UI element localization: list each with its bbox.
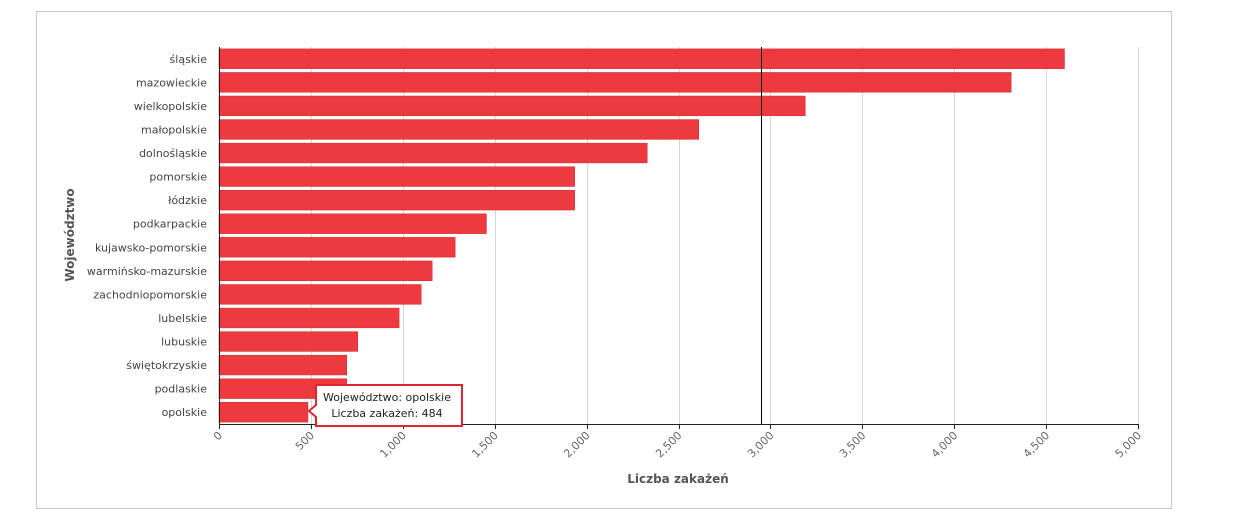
- bar-9[interactable]: [218, 260, 433, 281]
- bar-8[interactable]: [218, 237, 456, 258]
- bar-11[interactable]: [218, 307, 400, 329]
- x-tick-label: 3,000: [745, 429, 776, 460]
- category-label: mazowieckie: [136, 76, 207, 89]
- category-labels: śląskie mazowieckie wielkopolskie małopolsk…: [87, 53, 207, 419]
- category-label: lubelskie: [158, 312, 207, 325]
- x-tick-label: 1,000: [377, 429, 408, 460]
- bar-13[interactable]: [218, 354, 347, 376]
- category-label: podkarpackie: [133, 218, 207, 231]
- tooltip-box: [307, 384, 463, 427]
- x-tick-label: 3,500: [837, 429, 868, 460]
- category-label: łódzkie: [168, 194, 207, 207]
- bar-5[interactable]: [218, 166, 575, 187]
- chart-frame: [36, 11, 1172, 509]
- x-tick-label: 0: [211, 429, 225, 443]
- tooltip-line-1: Województwo: opolskie: [323, 391, 451, 404]
- bar-7[interactable]: [218, 213, 487, 234]
- x-tick-label: 4,000: [929, 429, 960, 460]
- category-label: kujawsko-pomorskie: [95, 241, 207, 254]
- bar-15[interactable]: [218, 402, 309, 423]
- category-label: dolnośląskie: [139, 147, 207, 160]
- x-tick-label: 4,500: [1021, 429, 1052, 460]
- category-label: śląskie: [170, 53, 208, 66]
- x-tick-label: 2,500: [653, 429, 684, 460]
- tooltip-line-2: Liczba zakażeń: 484: [331, 407, 442, 420]
- x-tick-label: 500: [293, 429, 317, 453]
- bar-0[interactable]: [218, 48, 1065, 69]
- bar-4[interactable]: [218, 142, 648, 164]
- bar-3[interactable]: [218, 119, 699, 140]
- bar-10[interactable]: [218, 284, 422, 305]
- x-tick-label: 1,500: [469, 429, 500, 460]
- x-tick-label: 5,000: [1113, 429, 1144, 460]
- category-label: opolskie: [162, 406, 208, 419]
- bars: [218, 48, 1065, 423]
- category-label: małopolskie: [141, 123, 207, 136]
- category-label: świętokrzyskie: [126, 359, 207, 372]
- x-tick-label: 2,000: [561, 429, 592, 460]
- x-axis-title: Liczba zakażeń: [627, 472, 729, 486]
- category-label: podlaskie: [155, 383, 208, 396]
- tooltip: Województwo: opolskie Liczba zakażeń: 48…: [307, 384, 463, 427]
- category-label: pomorskie: [149, 171, 207, 184]
- category-label: wielkopolskie: [134, 100, 208, 113]
- bar-1[interactable]: [218, 72, 1012, 93]
- bar-12[interactable]: [218, 331, 359, 352]
- category-label: warmińsko-mazurskie: [87, 265, 207, 278]
- x-tick-labels: 0 500 1,000 1,500 2,000 2,500 3,000 3,500 4,000 4…: [211, 429, 1144, 460]
- bar-6[interactable]: [218, 190, 575, 211]
- category-label: lubuskie: [161, 336, 207, 349]
- category-label: zachodniopomorskie: [93, 288, 207, 301]
- bar-2[interactable]: [218, 95, 806, 117]
- y-axis-title: Województwo: [63, 188, 77, 281]
